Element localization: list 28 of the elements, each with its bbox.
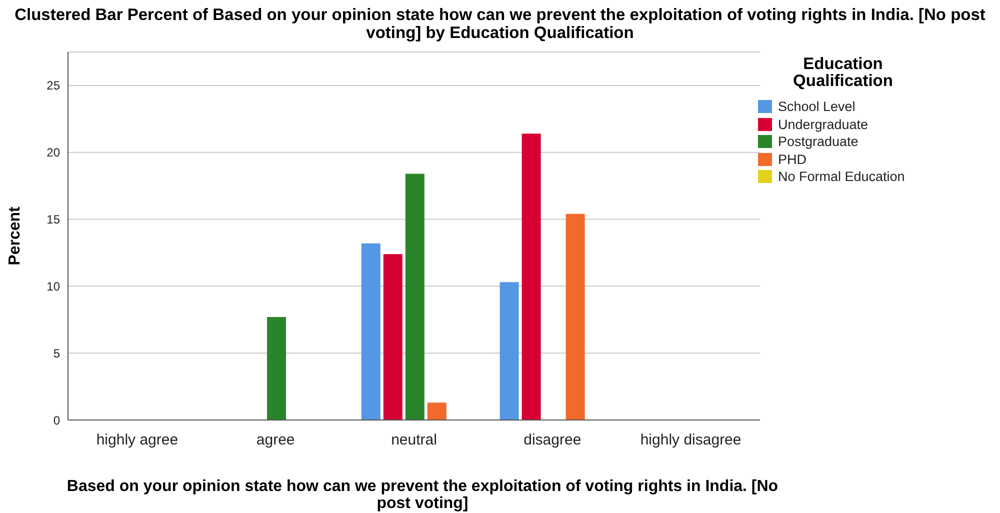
y-tick-label: 25 bbox=[46, 78, 60, 93]
y-axis-title: Percent bbox=[6, 206, 24, 266]
bar bbox=[566, 214, 585, 420]
legend-label: Undergraduate bbox=[778, 116, 868, 132]
x-tick-label: agree bbox=[256, 432, 295, 449]
bar bbox=[522, 134, 541, 420]
bar bbox=[361, 243, 380, 420]
legend-label: Postgraduate bbox=[778, 134, 858, 150]
x-axis-title: Based on your opinion state how can we prevent the exploitation of voting rights in India. [No post voting] bbox=[66, 478, 780, 512]
legend-label: No Formal Education bbox=[778, 169, 905, 184]
y-tick-label: 20 bbox=[46, 146, 60, 160]
bar bbox=[405, 174, 424, 420]
y-tick-label: 15 bbox=[46, 212, 60, 227]
bar bbox=[383, 254, 402, 420]
x-tick-label: neutral bbox=[391, 432, 437, 449]
legend-label: School Level bbox=[778, 99, 856, 114]
x-tick-label: highly agree bbox=[96, 432, 178, 449]
chart-title: Clustered Bar Percent of Based on your opinion state how can we prevent the exploitation of voting rights in India. [No post voting] by Education Qualification bbox=[14, 6, 986, 42]
bar bbox=[427, 402, 446, 420]
x-tick-label: disagree bbox=[524, 432, 582, 449]
legend-label: PHD bbox=[778, 152, 807, 167]
bar bbox=[267, 316, 286, 420]
bar bbox=[500, 282, 519, 420]
x-tick-label: highly disagree bbox=[640, 432, 742, 449]
y-tick-label: 0 bbox=[53, 413, 60, 428]
legend-title: Education Qualification bbox=[792, 55, 894, 90]
y-tick-label: 5 bbox=[53, 346, 60, 360]
y-tick-label: 10 bbox=[46, 279, 60, 294]
